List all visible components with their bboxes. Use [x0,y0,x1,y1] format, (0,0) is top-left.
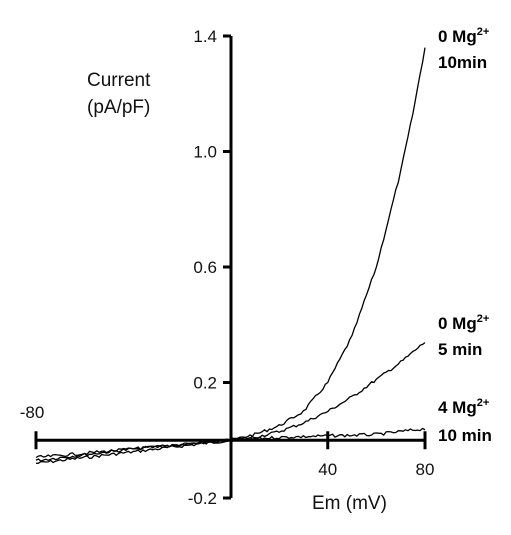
y-tick-label-0: -0.2 [188,489,217,508]
series-label-0-line2: 10min [438,53,487,72]
x-axis-title: Em (mV) [312,493,387,514]
series-label-0-line1: 0 Mg2+ [438,26,489,46]
x-tick-label-2: 80 [416,460,435,479]
y-tick-label-4: 1.4 [193,27,217,46]
axes: -80 40 80 -0.2 0.2 0.6 1.0 1.4 [20,27,435,508]
y-tick-label-2: 0.6 [193,258,217,277]
traces [35,47,426,464]
labels: Current (pA/pF) Em (mV) 0 Mg2+ 10min 0 M… [87,26,492,514]
y-tick-label-1: 0.2 [193,374,217,393]
y-axis-title-line2: (pA/pF) [87,97,150,118]
x-tick-label-1: 40 [318,460,337,479]
x-tick-label-0: -80 [20,403,45,422]
series-label-1-line2: 5 min [438,340,482,359]
series-label-2-line2: 10 min [438,426,492,445]
series-label-2-line1: 4 Mg2+ [438,397,489,417]
y-tick-label-3: 1.0 [193,143,217,162]
y-axis-title-line1: Current [87,70,151,91]
series-label-1-line1: 0 Mg2+ [438,313,489,333]
trace-series-2 [35,427,426,459]
